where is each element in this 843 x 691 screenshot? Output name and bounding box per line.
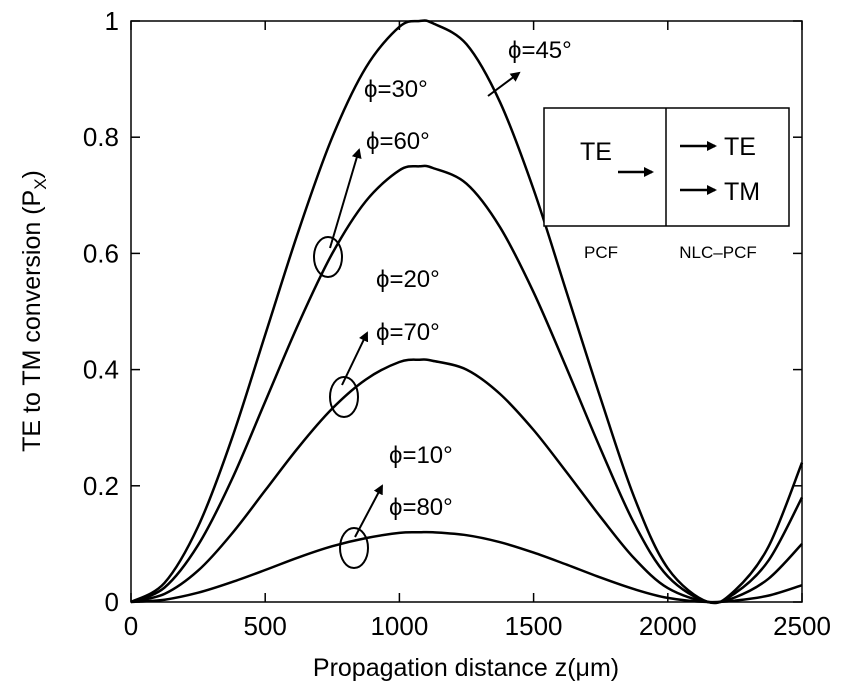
annotation-phi30: ϕ=30°: [364, 76, 428, 103]
y-axis-title-sub: X: [31, 178, 50, 189]
y-tick-label: 0.6: [83, 238, 119, 268]
plot-frame: [130, 20, 803, 603]
ellipse-phi30-60: [313, 236, 343, 278]
x-tick-label: 500: [244, 611, 287, 641]
inset-right-te-label: TE: [724, 133, 756, 161]
y-tick-label: 0.8: [83, 122, 119, 152]
inset-right-tm-label: TM: [724, 178, 760, 206]
series-line-3: [130, 358, 803, 604]
arrow-phi30-60: [329, 148, 362, 249]
annotation-phi70: ϕ=70°: [376, 319, 440, 346]
x-tick-label: 2000: [639, 611, 697, 641]
x-axis-title: Propagation distance z(μm): [313, 654, 619, 682]
series-lines: [130, 19, 804, 605]
inset-caption-nlc-pcf: NLC–PCF: [679, 243, 756, 262]
annotation-phi60: ϕ=60°: [366, 128, 430, 155]
annotation-phi80: ϕ=80°: [389, 494, 453, 521]
inset-caption-pcf: PCF: [584, 243, 618, 262]
annotation-phi45: ϕ=45°: [508, 37, 572, 64]
ellipse-phi20-70: [329, 376, 359, 418]
y-tick-label: 0.4: [83, 355, 119, 385]
inset-left-label: TE: [580, 138, 612, 166]
axis-ticks: 0 500 1000 1500 2000 2500 0 0.2 0.4 0.6 0.8 1: [83, 6, 831, 641]
x-tick-label: 1500: [505, 611, 563, 641]
y-axis-title-main: TE to TM conversion (P: [18, 190, 46, 452]
y-tick-label: 0.2: [83, 471, 119, 501]
y-tick-label: 0: [105, 587, 119, 617]
y-axis-title-close: ): [18, 170, 46, 178]
series-line-1: [130, 19, 804, 605]
y-axis-title: TE to TM conversion (PX): [18, 170, 50, 452]
y-tick-label: 1: [105, 6, 119, 36]
inset-diagram: TE TE TM PCF NLC–PCF: [543, 107, 790, 262]
ellipse-phi10-80: [339, 527, 369, 569]
series-line-4: [130, 530, 803, 604]
x-tick-label: 2500: [773, 611, 831, 641]
annotation-phi20: ϕ=20°: [376, 266, 440, 293]
x-tick-label: 0: [124, 611, 138, 641]
series-line-2: [130, 164, 804, 605]
annotation-phi10: ϕ=10°: [389, 442, 453, 469]
x-tick-label: 1000: [370, 611, 428, 641]
arrow-phi45: [487, 71, 521, 97]
